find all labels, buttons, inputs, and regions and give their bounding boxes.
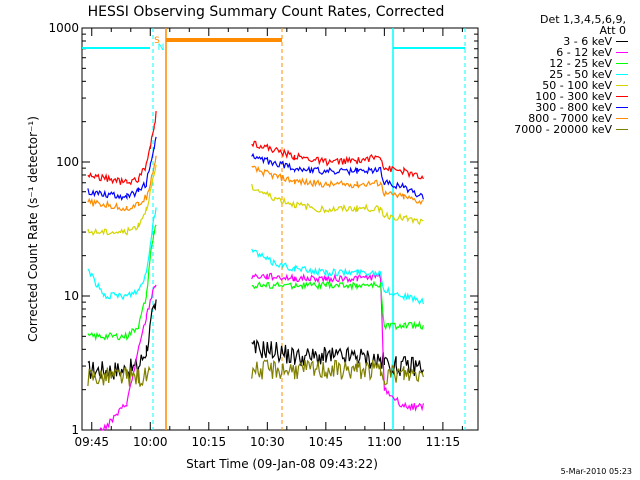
legend-entries: 3 - 6 keV 6 - 12 keV 12 - 25 keV 25 - 50 ke… xyxy=(478,36,628,135)
series-line-2-b xyxy=(251,280,424,331)
series-line-8 xyxy=(87,365,151,387)
annotation-label: S xyxy=(154,36,160,46)
legend-label: 7000 - 20000 keV xyxy=(514,123,612,136)
legend-entry: 25 - 50 keV xyxy=(478,69,628,80)
x-tick-label: 11:15 xyxy=(426,435,461,449)
chart-title: HESSI Observing Summary Count Rates, Cor… xyxy=(88,4,445,20)
series-line-3-b xyxy=(251,248,424,305)
series-line-0 xyxy=(87,299,157,380)
legend-label: 300 - 800 keV xyxy=(535,101,612,114)
legend-entry: 7000 - 20000 keV xyxy=(478,124,628,135)
legend-title-line1: Det 1,3,4,5,6,9, xyxy=(539,13,626,26)
legend-swatch xyxy=(616,129,628,130)
plot-area: 1 10 100 1000 09:45 10:00 10:15 10:30 10:45 11:00… xyxy=(48,21,479,449)
series-line-7 xyxy=(87,155,157,212)
series-line-5-b xyxy=(251,140,424,180)
series-line-1 xyxy=(99,284,157,431)
legend-swatch xyxy=(616,107,628,108)
legend-swatch xyxy=(616,52,628,53)
legend-label: 3 - 6 keV xyxy=(563,35,612,48)
x-axis-label: Start Time (09-Jan-08 09:43:22) xyxy=(186,457,378,471)
legend-entry: 800 - 7000 keV xyxy=(478,113,628,124)
legend-entry: 6 - 12 keV xyxy=(478,47,628,58)
legend-entry: 50 - 100 keV xyxy=(478,80,628,91)
legend-title-line2: Att 0 xyxy=(599,24,626,37)
legend-entry: 100 - 300 keV xyxy=(478,91,628,102)
series-line-5 xyxy=(87,111,157,186)
y-tick-label: 1 xyxy=(71,423,79,437)
legend-entry: 300 - 800 keV xyxy=(478,102,628,113)
legend-swatch xyxy=(616,96,628,97)
series-line-1-b xyxy=(251,272,424,412)
annotation-label: N xyxy=(158,43,165,53)
legend-swatch xyxy=(616,85,628,86)
legend-label: 6 - 12 keV xyxy=(556,46,612,59)
x-tick-label: 10:00 xyxy=(133,435,168,449)
x-tick-label: 10:30 xyxy=(250,435,285,449)
legend: Det 1,3,4,5,6,9, Att 0 3 - 6 keV 6 - 12 k… xyxy=(478,14,628,135)
legend-entry: 12 - 25 keV xyxy=(478,58,628,69)
x-tick-label: 09:45 xyxy=(74,435,109,449)
series-line-4 xyxy=(87,164,157,237)
x-tick-label: 10:15 xyxy=(192,435,227,449)
series-line-6 xyxy=(87,136,157,201)
series-line-2 xyxy=(87,224,157,342)
series-line-4-b xyxy=(251,183,424,226)
legend-label: 12 - 25 keV xyxy=(549,57,612,70)
series-line-3 xyxy=(87,207,157,301)
y-tick-label: 1000 xyxy=(48,21,79,35)
series-line-8-b xyxy=(251,359,424,385)
legend-swatch xyxy=(616,41,628,42)
legend-label: 50 - 100 keV xyxy=(542,79,612,92)
y-tick-label: 10 xyxy=(64,289,79,303)
legend-label: 100 - 300 keV xyxy=(535,90,612,103)
legend-swatch xyxy=(616,74,628,75)
series-line-0-b xyxy=(251,338,424,377)
legend-label: 800 - 7000 keV xyxy=(528,112,612,125)
legend-swatch xyxy=(616,118,628,119)
legend-swatch xyxy=(616,63,628,64)
x-tick-label: 10:45 xyxy=(309,435,344,449)
x-tick-label: 11:00 xyxy=(367,435,402,449)
y-tick-label: 100 xyxy=(56,155,79,169)
footer-timestamp: 5-Mar-2010 05:23 xyxy=(560,467,632,476)
series-line-6-b xyxy=(251,152,424,200)
plot-frame xyxy=(81,27,479,431)
legend-label: 25 - 50 keV xyxy=(549,68,612,81)
legend-entry: 3 - 6 keV xyxy=(478,36,628,47)
y-axis-label: Corrected Count Rate (s⁻¹ detector⁻¹) xyxy=(26,116,40,342)
series-line-7-b xyxy=(251,165,424,206)
